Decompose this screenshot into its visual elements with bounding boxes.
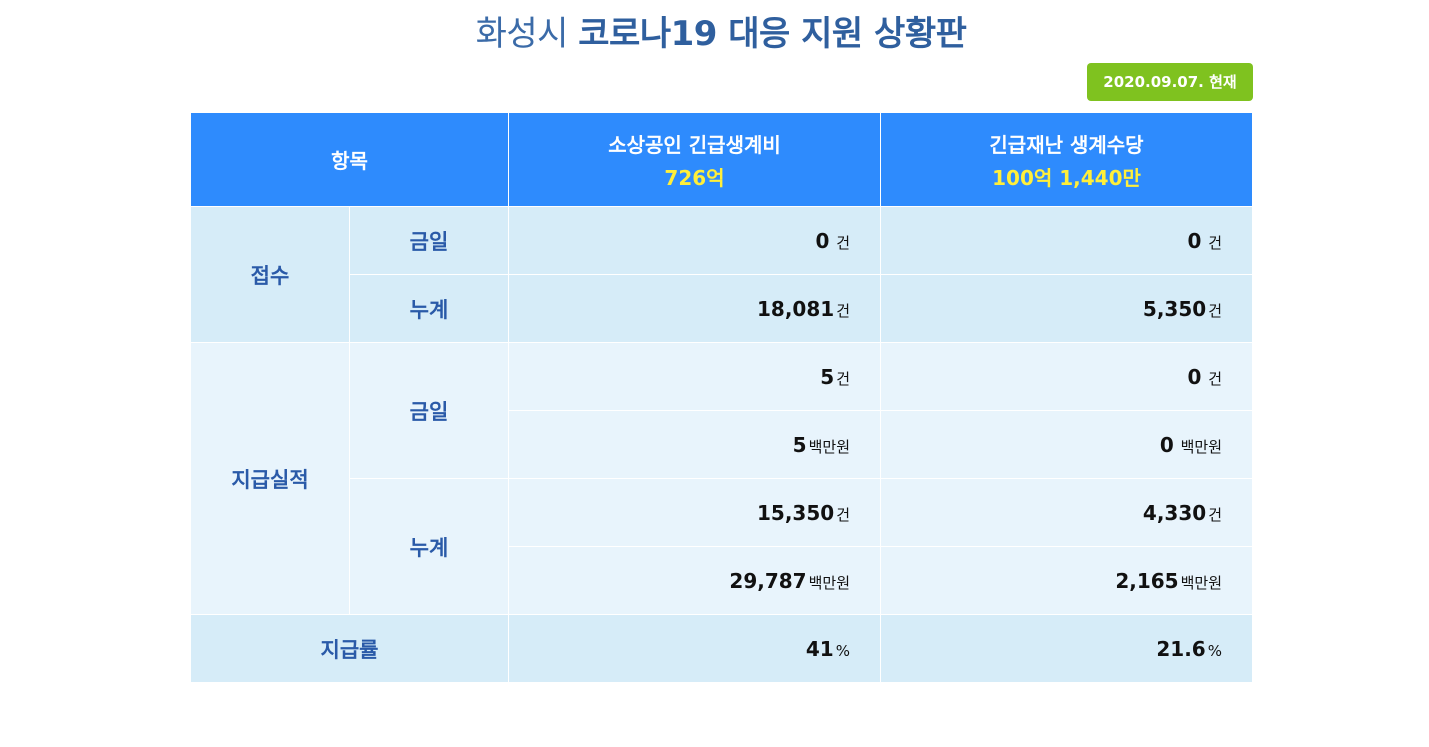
unit: % — [835, 641, 850, 660]
unit: 건 — [1203, 233, 1222, 252]
unit: 백만원 — [808, 437, 850, 456]
header-col2-title: 긴급재난 생계수당 — [989, 132, 1144, 157]
unit: % — [1207, 641, 1222, 660]
unit: 건 — [831, 233, 850, 252]
value: 0 — [1159, 432, 1174, 457]
value: 29,787 — [729, 568, 807, 593]
payment-total-label: 누계 — [349, 478, 509, 615]
header-col2: 긴급재난 생계수당 100억 1,440만 — [880, 112, 1253, 207]
receipt-label: 접수 — [190, 206, 350, 343]
rate-label: 지급률 — [190, 614, 509, 683]
rate-c2: 21.6% — [880, 614, 1253, 683]
header-col1: 소상공인 긴급생계비 726억 — [508, 112, 881, 207]
title-prefix: 화성시 — [475, 14, 569, 54]
table-row: 5 백만원 0 백만원 — [191, 410, 1253, 479]
payment-total-count-c1: 15,350 건 — [508, 478, 881, 547]
value: 15,350 — [757, 500, 835, 525]
title-main: 코로나19 대응 지원 상황판 — [578, 14, 967, 54]
value: 41 — [805, 636, 834, 661]
unit: 건 — [836, 301, 850, 320]
payment-today-amount-c2: 0 백만원 — [880, 410, 1253, 479]
receipt-today-c2: 0 건 — [880, 206, 1253, 275]
unit: 백만원 — [1180, 573, 1222, 592]
unit: 백만원 — [808, 573, 850, 592]
payment-today-count-c2: 0 건 — [880, 342, 1253, 411]
receipt-total-label: 누계 — [349, 274, 509, 343]
header-col1-title: 소상공인 긴급생계비 — [608, 132, 781, 157]
receipt-today-c1: 0 건 — [508, 206, 881, 275]
unit: 건 — [1203, 369, 1222, 388]
table-row: 접수 금일 0 건 0 건 — [190, 206, 1253, 343]
header-col2-amount: 100억 1,440만 — [992, 165, 1141, 190]
value: 21.6 — [1156, 636, 1206, 661]
value: 5,350 — [1142, 296, 1207, 321]
value: 2,165 — [1115, 568, 1179, 593]
header-row: 항목 소상공인 긴급생계비 726억 긴급재난 생계수당 100억 1,440만 — [190, 112, 1253, 207]
payment-total-count-c2: 4,330 건 — [880, 478, 1253, 547]
payment-label: 지급실적 — [190, 342, 350, 615]
value: 4,330 — [1142, 500, 1207, 525]
value: 0 — [815, 228, 830, 253]
table-row: 지급률 41% 21.6% — [190, 614, 1253, 683]
header-col1-amount: 726억 — [664, 165, 725, 190]
receipt-total-c1: 18,081 건 — [508, 274, 881, 343]
receipt-today-label: 금일 — [349, 206, 509, 275]
page-title: 화성시 코로나19 대응 지원 상황판 — [0, 8, 1429, 60]
unit: 건 — [1208, 505, 1222, 524]
header-item: 항목 — [190, 112, 509, 207]
status-table: 항목 소상공인 긴급생계비 726억 긴급재난 생계수당 100억 1,440만… — [190, 112, 1253, 683]
value: 5 — [820, 364, 835, 389]
payment-today-label: 금일 — [349, 342, 509, 479]
receipt-total-c2: 5,350 건 — [880, 274, 1253, 343]
value: 0 — [1187, 228, 1202, 253]
unit: 건 — [836, 369, 850, 388]
table-row: 누계 18,081 건 5,350 건 — [191, 274, 1253, 343]
value: 5 — [792, 432, 807, 457]
value: 0 — [1187, 364, 1202, 389]
table-row: 29,787 백만원 2,165 백만원 — [191, 546, 1253, 615]
value: 18,081 — [757, 296, 835, 321]
payment-total-amount-c1: 29,787 백만원 — [508, 546, 881, 615]
payment-total-amount-c2: 2,165 백만원 — [880, 546, 1253, 615]
rate-c1: 41% — [508, 614, 881, 683]
unit: 건 — [1208, 301, 1222, 320]
unit: 건 — [836, 505, 850, 524]
table-row: 누계 15,350 건 4,330 건 — [191, 478, 1253, 615]
date-badge: 2020.09.07. 현재 — [1087, 63, 1253, 101]
unit: 백만원 — [1175, 437, 1222, 456]
payment-today-amount-c1: 5 백만원 — [508, 410, 881, 479]
